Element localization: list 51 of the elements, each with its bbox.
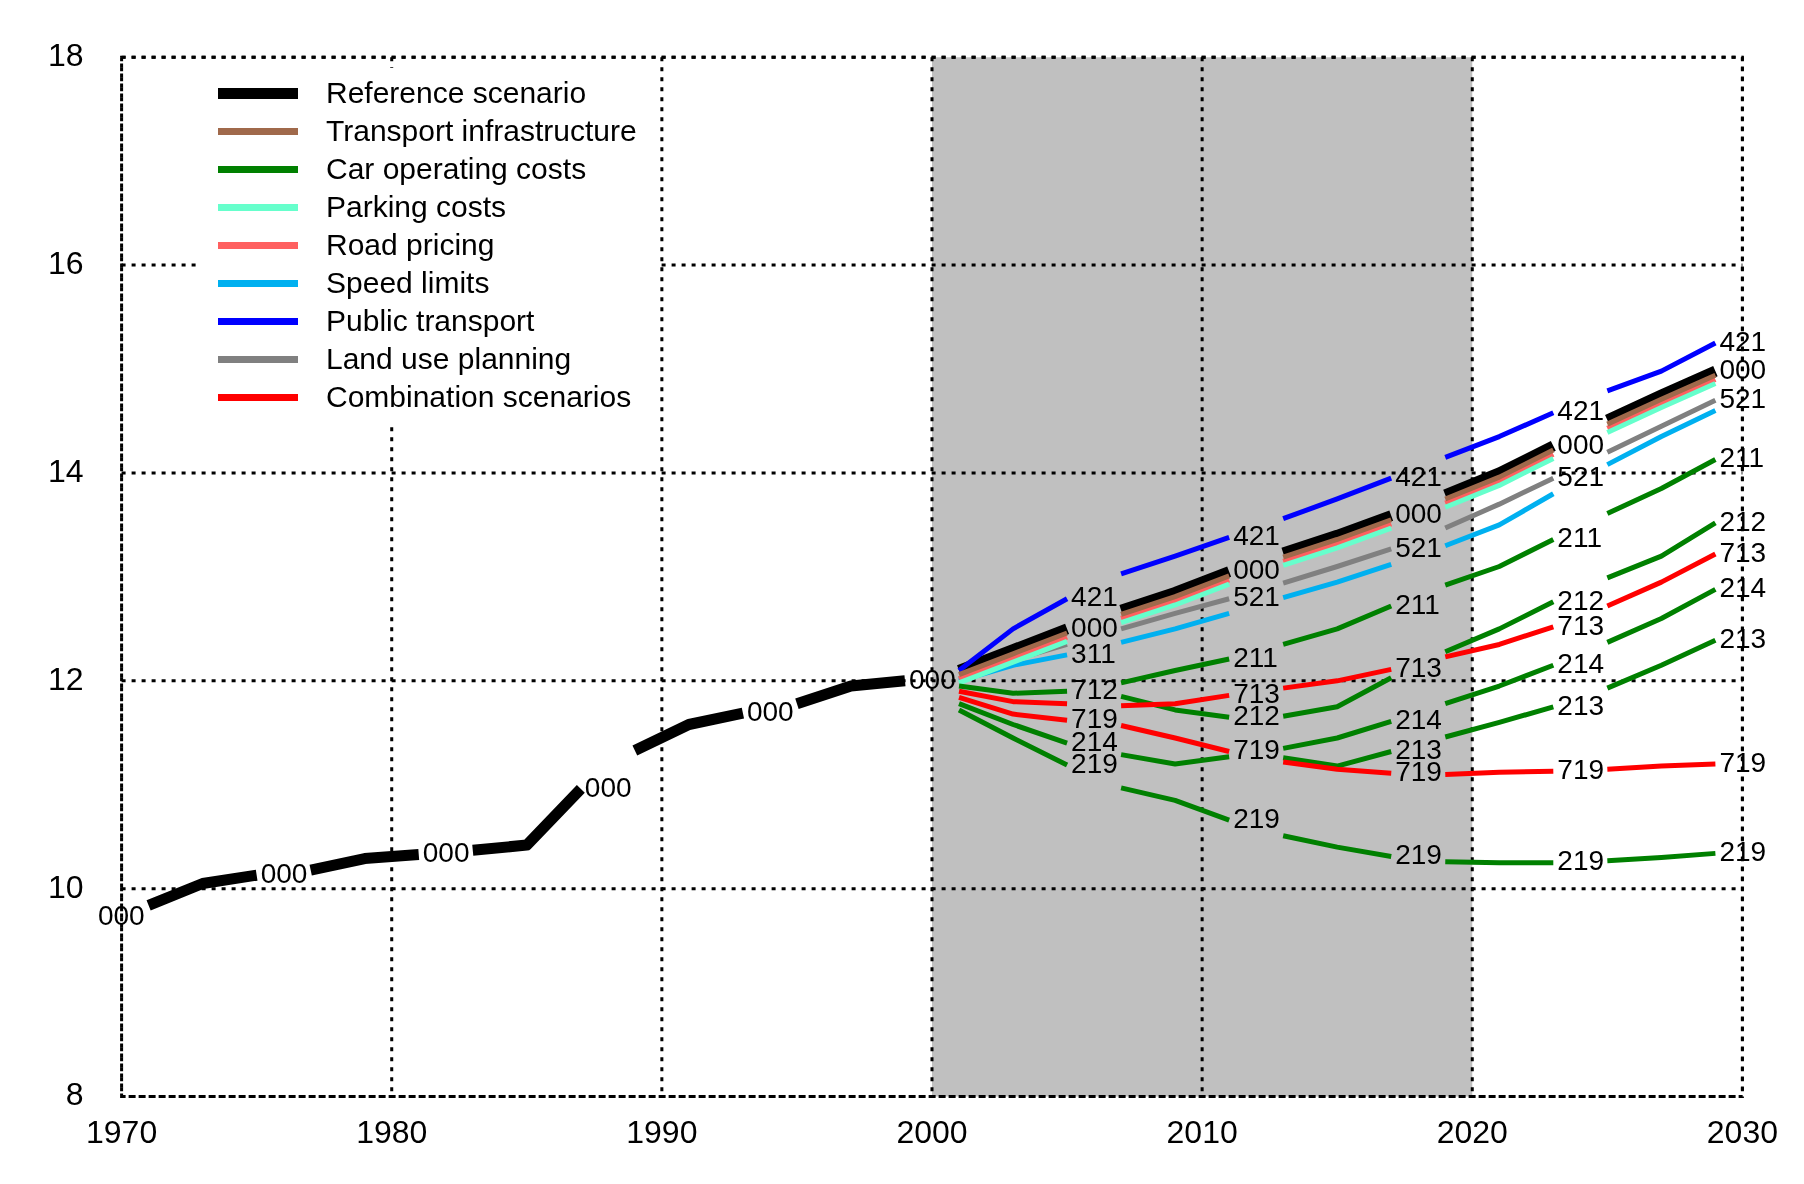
annotation: 000 <box>1395 498 1442 530</box>
annotation: 219 <box>1395 839 1442 871</box>
y-tick-label: 12 <box>48 660 84 697</box>
annotation: 000 <box>260 857 308 889</box>
y-tick-label: 18 <box>48 37 84 74</box>
annotation: 421 <box>1071 581 1118 613</box>
annotation: 219 <box>1557 845 1605 877</box>
annotation: 213 <box>1557 689 1605 721</box>
legend-label: Combination scenarios <box>326 380 632 414</box>
annotation: 421 <box>1233 520 1280 552</box>
annotation: 000 <box>1557 428 1605 460</box>
annotation: 521 <box>1557 460 1605 492</box>
annotation: 219 <box>1719 836 1767 868</box>
annotation: 521 <box>1719 382 1767 414</box>
annotation: 000 <box>422 837 470 869</box>
legend-label: Land use planning <box>326 342 572 376</box>
annotation: 219 <box>1233 802 1280 834</box>
annotation: 214 <box>1395 704 1442 736</box>
y-tick-label: 8 <box>65 1076 84 1113</box>
x-tick-label: 2030 <box>1706 1113 1778 1150</box>
annotation: 000 <box>746 695 794 727</box>
legend-label: Road pricing <box>326 228 495 262</box>
y-tick-label: 10 <box>48 868 84 905</box>
annotation: 713 <box>1395 652 1442 684</box>
annotation: 421 <box>1557 395 1605 427</box>
legend-label: Public transport <box>326 304 535 338</box>
legend-label: Car operating costs <box>326 152 587 186</box>
annotation: 213 <box>1719 623 1767 655</box>
annotation: 214 <box>1719 572 1767 604</box>
legend-label: Parking costs <box>326 190 507 224</box>
legend-label: Speed limits <box>326 266 490 300</box>
x-tick-label: 2020 <box>1436 1113 1508 1150</box>
x-tick-label: 1970 <box>86 1113 158 1150</box>
annotation: 719 <box>1233 734 1280 766</box>
annotation: 211 <box>1395 588 1440 620</box>
annotation: 000 <box>97 900 145 932</box>
annotation: 214 <box>1557 647 1605 679</box>
x-tick-label: 2000 <box>896 1113 968 1150</box>
legend-label: Reference scenario <box>326 76 587 110</box>
y-tick-label: 14 <box>48 452 84 489</box>
annotation: 000 <box>584 771 632 803</box>
x-tick-label: 2010 <box>1166 1113 1238 1150</box>
x-tick-label: 1980 <box>356 1113 428 1150</box>
annotation: 211 <box>1233 641 1278 673</box>
annotation: 211 <box>1557 522 1602 554</box>
x-tick-label: 1990 <box>626 1113 698 1150</box>
y-tick-label: 16 <box>48 244 84 281</box>
annotation: 421 <box>1395 460 1442 492</box>
annotation: 719 <box>1557 753 1605 785</box>
legend-label: Transport infrastructure <box>326 114 637 148</box>
annotation: 521 <box>1395 531 1442 563</box>
